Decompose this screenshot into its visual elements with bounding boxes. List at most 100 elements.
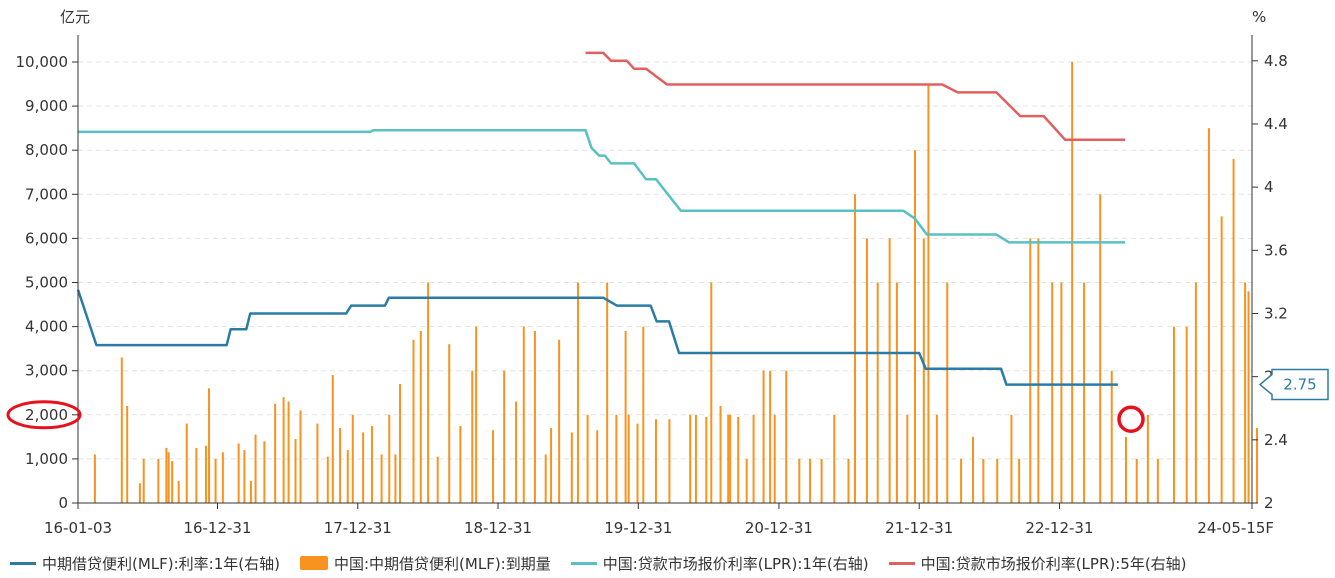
gridlines bbox=[78, 61, 1252, 460]
bar bbox=[243, 450, 246, 503]
bar bbox=[906, 414, 909, 503]
bar bbox=[1135, 458, 1138, 503]
bar bbox=[550, 428, 553, 503]
bar bbox=[214, 458, 217, 503]
bar bbox=[1232, 159, 1235, 503]
bar bbox=[1071, 62, 1074, 503]
left-tick-label: 6,000 bbox=[25, 229, 68, 247]
bar bbox=[624, 331, 627, 503]
bar bbox=[263, 441, 266, 503]
bar bbox=[388, 414, 391, 503]
legend-swatch bbox=[10, 561, 36, 565]
legend-item[interactable]: 中国:贷款市场报价利率(LPR):1年(右轴) bbox=[561, 553, 869, 574]
bar bbox=[982, 458, 985, 503]
bar bbox=[927, 84, 930, 504]
bar bbox=[204, 445, 207, 503]
x-tick-label: 16-01-03 bbox=[44, 519, 112, 537]
bar bbox=[1110, 370, 1113, 503]
bar bbox=[798, 458, 801, 503]
legend-item[interactable]: 中国:贷款市场报价利率(LPR):5年(右轴) bbox=[879, 553, 1187, 574]
bar bbox=[833, 414, 836, 503]
bar bbox=[394, 454, 397, 503]
bar bbox=[177, 480, 180, 503]
right-tick-label: 3.6 bbox=[1264, 241, 1288, 259]
bar bbox=[471, 370, 474, 503]
bar bbox=[820, 458, 823, 503]
bar bbox=[142, 458, 145, 503]
bar bbox=[1255, 428, 1258, 503]
bar bbox=[138, 483, 141, 503]
legend-label: 中国:贷款市场报价利率(LPR):5年(右轴) bbox=[920, 554, 1187, 573]
bar bbox=[773, 414, 776, 503]
bar bbox=[427, 282, 430, 503]
bar bbox=[895, 282, 898, 503]
bar bbox=[710, 282, 713, 503]
legend-label: 中国:中期借贷便利(MLF):到期量 bbox=[334, 554, 551, 573]
bar bbox=[346, 450, 349, 503]
left-tick-label: 2,000 bbox=[25, 406, 68, 424]
x-tick-label: 24-05-15F bbox=[1197, 519, 1274, 537]
bar bbox=[93, 454, 96, 503]
bar bbox=[126, 405, 129, 503]
legend-swatch bbox=[888, 561, 915, 565]
bar bbox=[1244, 282, 1247, 503]
bar bbox=[922, 238, 925, 503]
chart-canvas: 亿元 % 0 1,000 2,000 3,000 4,000 5,000 6,000 7,00… bbox=[6, 8, 1329, 537]
bar bbox=[544, 454, 547, 503]
bar bbox=[809, 458, 812, 503]
legend-item[interactable]: 中国:中期借贷便利(MLF):到期量 bbox=[290, 553, 551, 574]
bar bbox=[1172, 326, 1175, 503]
bar bbox=[636, 423, 639, 503]
bar bbox=[946, 282, 949, 503]
bar bbox=[865, 238, 868, 503]
bar bbox=[351, 414, 354, 503]
bar bbox=[436, 456, 439, 503]
line-series bbox=[76, 51, 1126, 386]
legend-label: 中国:贷款市场报价利率(LPR):1年(右轴) bbox=[602, 554, 869, 573]
bar bbox=[876, 282, 879, 503]
bar bbox=[615, 414, 618, 503]
right-tick-label: 2 bbox=[1264, 494, 1274, 512]
bar bbox=[642, 326, 645, 503]
bar bbox=[274, 403, 277, 503]
bar bbox=[745, 458, 748, 503]
bar bbox=[380, 454, 383, 503]
bar bbox=[960, 458, 963, 503]
bar bbox=[503, 370, 506, 503]
bar bbox=[694, 414, 697, 503]
legend-swatch bbox=[570, 561, 597, 565]
bar bbox=[576, 282, 579, 503]
bar bbox=[705, 417, 708, 503]
bar bbox=[606, 282, 609, 503]
bar bbox=[689, 414, 692, 503]
bar bbox=[254, 434, 257, 503]
x-tick-label: 16-12-31 bbox=[183, 519, 251, 537]
bar bbox=[412, 339, 415, 503]
left-tick-label: 4,000 bbox=[25, 318, 68, 336]
bar bbox=[316, 423, 319, 503]
bar bbox=[492, 430, 495, 503]
bar bbox=[165, 447, 168, 503]
bar bbox=[727, 414, 730, 503]
bar bbox=[737, 417, 740, 503]
bar bbox=[1010, 414, 1013, 503]
bar bbox=[1018, 458, 1021, 503]
bar bbox=[1051, 282, 1054, 503]
left-tick-label: 0 bbox=[58, 494, 68, 512]
bar bbox=[586, 414, 589, 503]
bar bbox=[1194, 282, 1197, 503]
bar bbox=[888, 238, 891, 503]
bar bbox=[570, 432, 573, 503]
bar bbox=[331, 375, 334, 503]
left-tick-label: 7,000 bbox=[25, 185, 68, 203]
left-tick-label: 3,000 bbox=[25, 362, 68, 380]
bar bbox=[1099, 194, 1102, 504]
bar-series bbox=[93, 62, 1258, 504]
highlight-circle bbox=[1117, 405, 1145, 433]
legend-item[interactable]: 中期借贷便利(MLF):利率:1年(右轴) bbox=[0, 553, 280, 574]
legend-swatch bbox=[300, 556, 328, 570]
series-line bbox=[78, 129, 1126, 244]
series-line bbox=[585, 51, 1126, 142]
bar bbox=[533, 331, 536, 503]
bar bbox=[847, 458, 850, 503]
